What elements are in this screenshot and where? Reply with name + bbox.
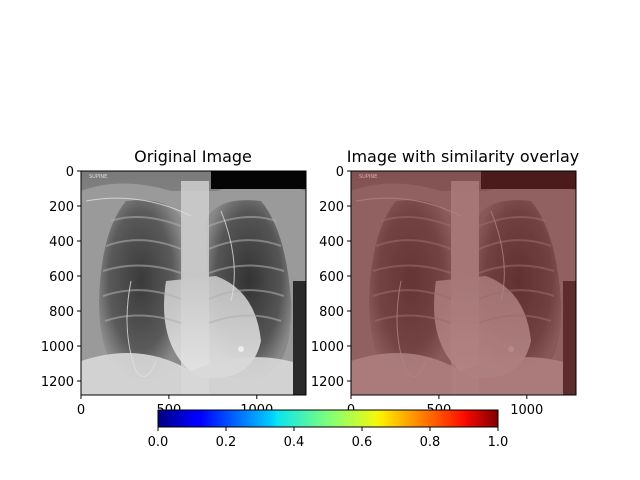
colorbar-tick-label: 1.0	[488, 435, 509, 450]
x-tick-label: 0	[77, 403, 85, 418]
y-tick-label: 600	[49, 270, 74, 285]
y-tick-label: 0	[66, 165, 74, 180]
y-tick-label: 200	[49, 200, 74, 215]
original-xray-image	[81, 171, 306, 395]
colorbar-tick-label: 0.8	[420, 435, 441, 450]
image-corner-text: SUPINE	[359, 174, 377, 180]
colorbar-tick-label: 0.4	[284, 435, 305, 450]
panel-original: SUPINE	[81, 171, 306, 395]
y-tick-label: 1000	[41, 340, 74, 355]
panel-title-original: Original Image	[134, 147, 252, 166]
x-tick-label: 1000	[510, 403, 543, 418]
y-tick-label: 400	[49, 235, 74, 250]
y-tick-label: 1200	[41, 375, 74, 390]
y-tick-label: 1000	[311, 340, 344, 355]
colorbar: 0.0 0.2 0.4 0.6 0.8 1.0	[148, 410, 509, 450]
colorbar-tick-label: 0.0	[148, 435, 169, 450]
colorbar-gradient	[158, 410, 498, 427]
colorbar-tick-label: 0.2	[216, 435, 237, 450]
colorbar-tick-label: 0.6	[352, 435, 373, 450]
y-tick-label: 1200	[311, 375, 344, 390]
y-tick-label: 400	[319, 235, 344, 250]
y-tick-label: 600	[319, 270, 344, 285]
y-tick-label: 800	[49, 305, 74, 320]
panel-overlay: SUPINE	[351, 171, 576, 395]
colorbar-ticks: 0.0 0.2 0.4 0.6 0.8 1.0	[148, 427, 509, 450]
y-tick-label: 200	[319, 200, 344, 215]
y-tick-label: 800	[319, 305, 344, 320]
panel-title-overlay: Image with similarity overlay	[347, 147, 580, 166]
y-tick-label: 0	[336, 165, 344, 180]
image-corner-text: SUPINE	[89, 174, 107, 180]
